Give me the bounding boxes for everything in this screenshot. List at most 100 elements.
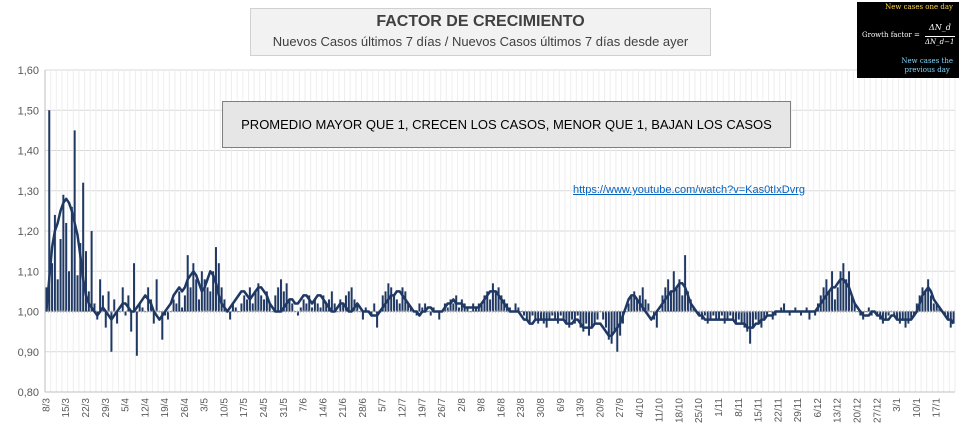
data-bar (927, 279, 930, 312)
x-tick-label: 9/8 (477, 398, 488, 412)
data-bar (130, 311, 133, 332)
data-bar (932, 303, 935, 312)
data-bar (110, 311, 113, 352)
data-bar (376, 311, 379, 328)
data-bar (746, 311, 749, 332)
x-tick-label: 29/11 (793, 398, 804, 423)
data-bar (706, 311, 709, 324)
data-bar (907, 311, 910, 324)
data-bar (537, 311, 540, 324)
data-bar (500, 295, 503, 312)
data-bar (347, 291, 350, 312)
data-bar (531, 311, 534, 316)
x-tick-label: 27/12 (872, 398, 883, 423)
data-bar (271, 311, 274, 313)
data-bar (831, 271, 834, 312)
data-bar (743, 311, 746, 328)
data-bar (850, 295, 853, 312)
data-bar (217, 263, 220, 312)
data-bar (703, 311, 706, 316)
x-tick-label: 13/9 (576, 398, 587, 418)
data-bar (571, 311, 574, 320)
data-bar (311, 307, 314, 312)
data-bar (734, 311, 737, 324)
data-bar (814, 311, 817, 316)
data-bar (99, 279, 102, 312)
data-bar (313, 299, 316, 312)
x-tick-label: 5/7 (378, 398, 389, 412)
data-bar (277, 287, 280, 312)
x-tick-label: 16/8 (496, 398, 507, 418)
data-bar (361, 311, 364, 320)
x-tick-label: 21/6 (338, 398, 349, 418)
data-bar (848, 271, 851, 312)
data-bar (294, 311, 297, 313)
x-tick-label: 19/4 (160, 398, 171, 418)
data-bar (636, 299, 639, 312)
data-bar (845, 279, 848, 312)
data-bar (554, 311, 557, 320)
data-bar (308, 295, 311, 312)
data-bar (116, 311, 119, 324)
data-bar (856, 311, 859, 313)
data-bar (723, 311, 726, 324)
data-bar (285, 283, 288, 312)
data-bar (568, 311, 571, 328)
data-bar (565, 311, 568, 324)
x-tick-label: 22/3 (81, 398, 92, 418)
data-bar (833, 299, 836, 312)
x-tick-label: 30/8 (536, 398, 547, 418)
x-tick-label: 4/10 (635, 398, 646, 418)
data-bar (766, 311, 769, 316)
x-tick-label: 6/9 (556, 398, 567, 412)
x-tick-label: 20/12 (853, 398, 864, 423)
data-bar (729, 311, 732, 316)
data-bar (240, 303, 243, 312)
x-tick-label: 19/7 (417, 398, 428, 418)
data-bar (268, 303, 271, 312)
data-bar (528, 311, 531, 324)
data-bar (523, 311, 526, 316)
data-bar (726, 311, 729, 320)
title-box: FACTOR DE CRECIMIENTO Nuevos Casos últim… (250, 8, 711, 56)
data-bar (712, 311, 715, 316)
data-bar (754, 311, 757, 320)
data-bar (246, 299, 249, 312)
data-bar (243, 295, 246, 312)
x-tick-label: 5/4 (121, 398, 132, 412)
data-bar (551, 311, 554, 316)
data-bar (842, 263, 845, 312)
data-bar (333, 303, 336, 312)
data-bar (279, 279, 282, 312)
data-bar (630, 295, 633, 312)
data-bar (808, 311, 811, 320)
data-bar (929, 295, 932, 312)
x-tick-label: 2/8 (457, 398, 468, 412)
data-bar (836, 287, 839, 312)
y-tick-label: 1,40 (18, 146, 39, 158)
data-bar (62, 194, 65, 312)
data-bar (562, 311, 565, 320)
x-tick-label: 14/6 (318, 398, 329, 418)
data-bar (155, 279, 158, 312)
data-bar (718, 311, 721, 320)
x-tick-label: 15/11 (754, 398, 765, 423)
data-bar (893, 311, 896, 316)
x-tick-label: 12/7 (398, 398, 409, 418)
data-bar (231, 303, 234, 312)
x-tick-label: 28/6 (358, 398, 369, 418)
data-bar (65, 222, 68, 312)
data-bar (780, 307, 783, 312)
data-bar (282, 291, 285, 312)
x-tick-label: 3/5 (200, 398, 211, 412)
data-bar (539, 311, 542, 320)
youtube-link[interactable]: https://www.youtube.com/watch?v=Kas0tIxD… (573, 184, 806, 196)
data-bar (593, 311, 596, 324)
data-bar (559, 311, 562, 316)
data-bar (395, 299, 398, 312)
data-bar (644, 299, 647, 312)
data-bar (915, 303, 918, 312)
data-bar (82, 182, 85, 312)
data-bar (896, 311, 899, 320)
